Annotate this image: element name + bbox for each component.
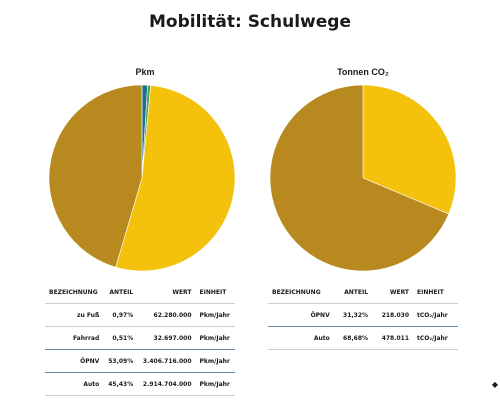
corner-mark: ◆ xyxy=(491,380,498,389)
cell-unit: Pkm/Jahr xyxy=(195,349,235,373)
cell-value: 32.697.000 xyxy=(137,326,196,350)
table-header-row: BEZEICHNUNG ANTEIL WERT EINHEIT xyxy=(45,281,235,304)
cell-label: Fahrrad xyxy=(45,326,104,350)
cell-unit: Pkm/Jahr xyxy=(195,372,235,396)
cell-label: ÖPNV xyxy=(45,349,104,373)
table-row: Fahrrad 0,51% 32.697.000 Pkm/Jahr xyxy=(45,326,235,350)
cell-share: 0,97% xyxy=(103,303,138,327)
cell-value: 3.406.716.000 xyxy=(137,349,196,373)
pie-chart-co2 xyxy=(269,84,457,272)
table-row: zu Fuß 0,97% 62.280.000 Pkm/Jahr xyxy=(45,303,235,327)
table-row: Auto 45,43% 2.914.704.000 Pkm/Jahr xyxy=(45,372,235,396)
col-wert: WERT xyxy=(372,281,414,304)
chart-title-pkm: Pkm xyxy=(135,67,155,77)
pie-chart-pkm xyxy=(48,84,236,272)
col-anteil: ANTEIL xyxy=(103,281,138,304)
cell-share: 53,09% xyxy=(103,349,138,373)
page-title: Mobilität: Schulwege xyxy=(149,12,351,32)
cell-unit: tCO₂/Jahr xyxy=(413,326,458,350)
cell-label: Auto xyxy=(268,326,334,350)
table-row: ÖPNV 31,32% 218.030 tCO₂/Jahr xyxy=(268,303,458,327)
col-wert: WERT xyxy=(137,281,196,304)
col-bezeichnung: BEZEICHNUNG xyxy=(268,281,334,304)
table-header-row: BEZEICHNUNG ANTEIL WERT EINHEIT xyxy=(268,281,458,304)
cell-value: 478.011 xyxy=(372,326,414,350)
cell-value: 218.030 xyxy=(372,303,414,327)
col-einheit: EINHEIT xyxy=(413,281,458,304)
cell-share: 31,32% xyxy=(333,303,373,327)
table-pkm: BEZEICHNUNG ANTEIL WERT EINHEIT zu Fuß 0… xyxy=(45,281,235,396)
cell-share: 0,51% xyxy=(103,326,138,350)
col-einheit: EINHEIT xyxy=(195,281,235,304)
chart-title-co2: Tonnen CO₂ xyxy=(337,67,389,77)
cell-value: 62.280.000 xyxy=(137,303,196,327)
cell-value: 2.914.704.000 xyxy=(137,372,196,396)
cell-unit: Pkm/Jahr xyxy=(195,303,235,327)
col-bezeichnung: BEZEICHNUNG xyxy=(45,281,104,304)
cell-unit: tCO₂/Jahr xyxy=(413,303,458,327)
cell-label: zu Fuß xyxy=(45,303,104,327)
pie-slice-oepnv xyxy=(362,84,457,215)
table-co2: BEZEICHNUNG ANTEIL WERT EINHEIT ÖPNV 31,… xyxy=(268,281,458,350)
table-row: ÖPNV 53,09% 3.406.716.000 Pkm/Jahr xyxy=(45,349,235,373)
col-anteil: ANTEIL xyxy=(333,281,373,304)
pie-slice-oepnv xyxy=(115,85,236,272)
cell-label: Auto xyxy=(45,372,104,396)
table-row: Auto 68,68% 478.011 tCO₂/Jahr xyxy=(268,326,458,350)
pie-slice-auto xyxy=(269,84,450,272)
cell-label: ÖPNV xyxy=(268,303,334,327)
cell-unit: Pkm/Jahr xyxy=(195,326,235,350)
cell-share: 45,43% xyxy=(103,372,138,396)
cell-share: 68,68% xyxy=(333,326,373,350)
pie-slice-auto xyxy=(48,84,143,268)
